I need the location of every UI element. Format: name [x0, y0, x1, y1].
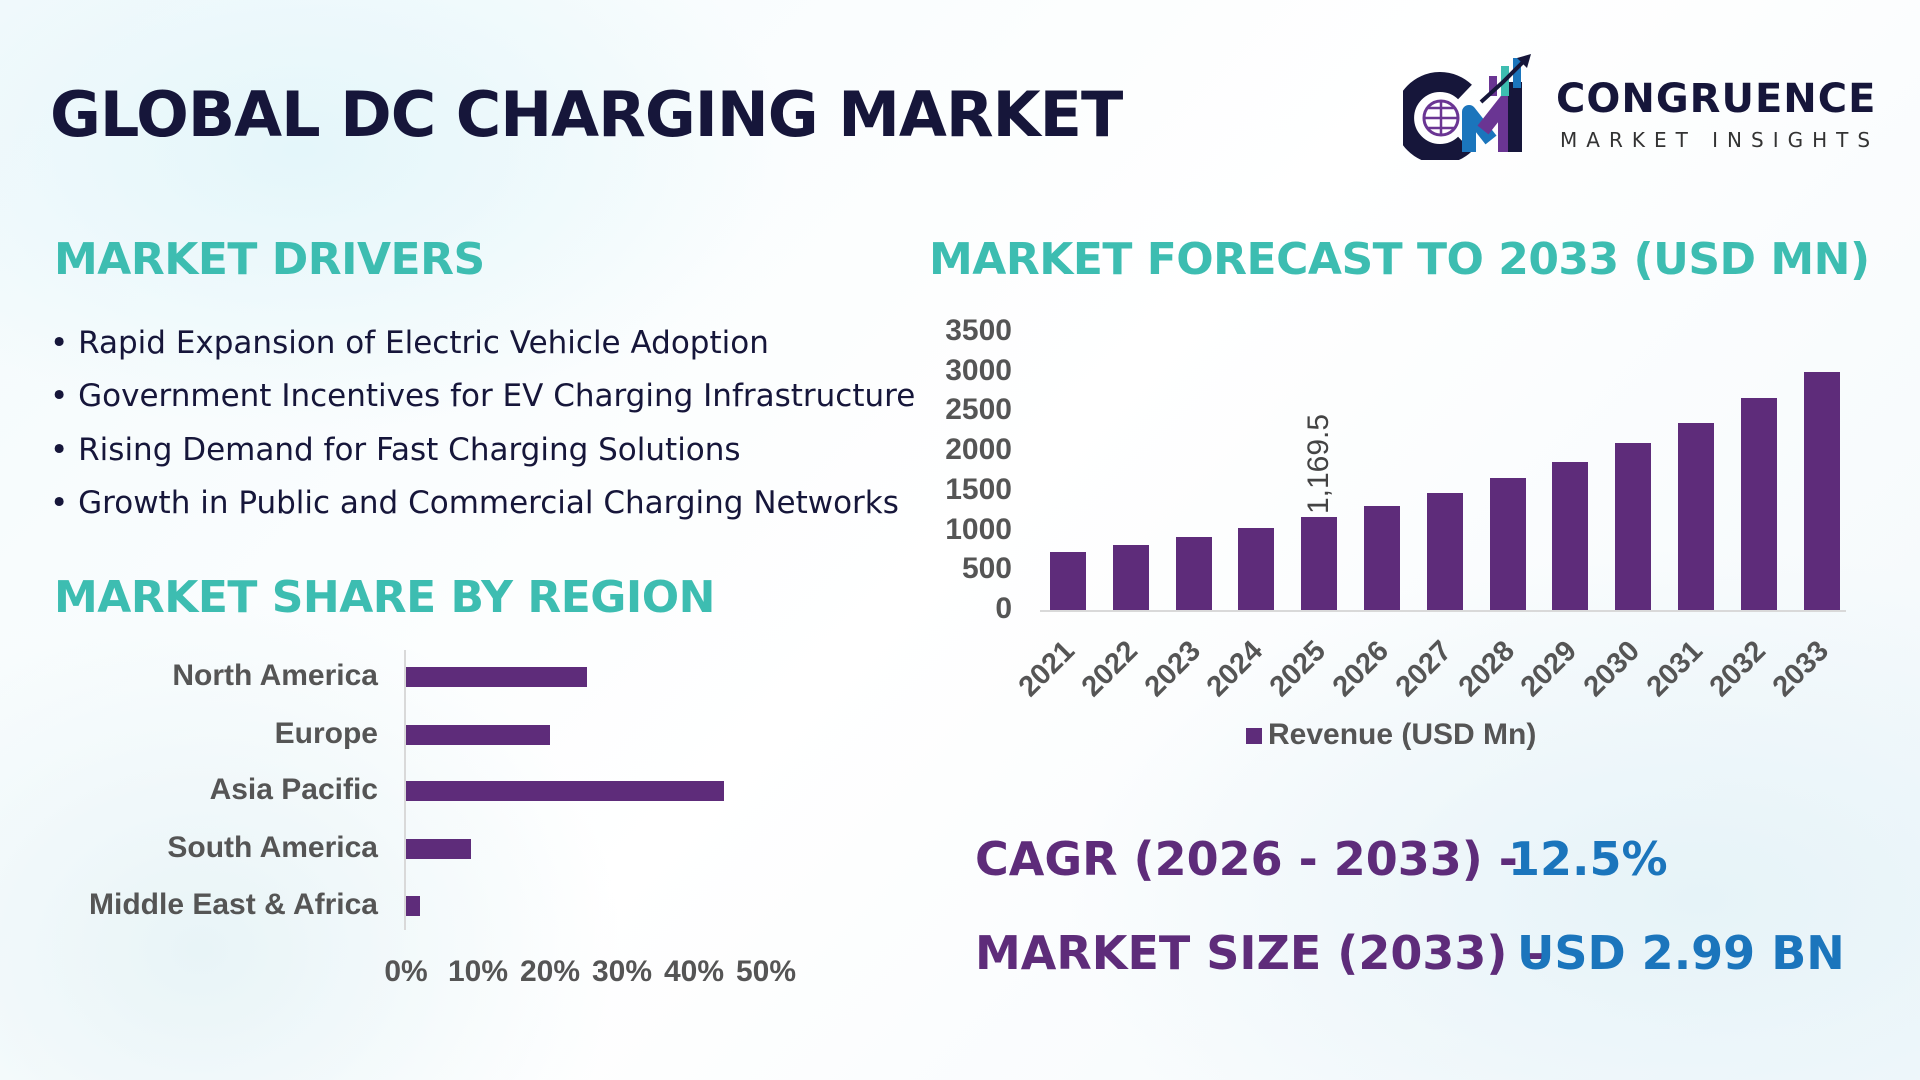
- x-tick-label: 2023: [1138, 634, 1207, 704]
- driver-item: • Rising Demand for Fast Charging Soluti…: [50, 432, 741, 468]
- region-label: Europe: [274, 717, 378, 750]
- y-tick-label: 500: [961, 552, 1012, 586]
- forecast-bar: [1238, 528, 1275, 610]
- driver-text: Growth in Public and Commercial Charging…: [78, 485, 899, 521]
- region-bar: [406, 896, 421, 916]
- forecast-bar: [1050, 552, 1086, 610]
- x-axis-line: [1040, 610, 1846, 612]
- forecast-legend: Revenue (USD Mn): [1246, 718, 1536, 752]
- forecast-bar: [1175, 537, 1212, 610]
- page-title: GLOBAL DC CHARGING MARKET: [50, 78, 1123, 151]
- forecast-bar: [1112, 545, 1149, 610]
- x-tick-label: 2030: [1577, 634, 1647, 704]
- legend-swatch: [1246, 728, 1262, 744]
- region-label: South America: [167, 831, 378, 864]
- region-heading: MARKET SHARE BY REGION: [54, 572, 716, 623]
- logo: CONGRUENCE MARKET INSIGHTS: [1403, 52, 1877, 160]
- forecast-bar: [1678, 422, 1714, 610]
- x-tick-label: 2024: [1201, 634, 1270, 704]
- forecast-heading: MARKET FORECAST TO 2033 (USD MN): [929, 234, 1870, 285]
- y-tick-label: 3500: [945, 314, 1012, 347]
- x-tick-label: 50%: [735, 955, 797, 988]
- x-tick-label: 2021: [1012, 634, 1081, 704]
- forecast-bar: [1301, 517, 1338, 610]
- driver-text: Rising Demand for Fast Charging Solution…: [78, 432, 741, 468]
- cagr-label: CAGR (2026 - 2033) -: [975, 832, 1518, 886]
- driver-item: • Government Incentives for EV Charging …: [50, 378, 916, 414]
- y-tick-label: 1500: [945, 472, 1012, 506]
- y-tick-label: 2000: [945, 433, 1012, 467]
- legend-label: Revenue (USD Mn): [1268, 718, 1537, 751]
- x-tick-label: 2025: [1263, 634, 1333, 704]
- x-tick-label: 2022: [1075, 634, 1144, 704]
- y-tick-label: 3000: [945, 353, 1012, 387]
- region-label: Asia Pacific: [209, 773, 378, 806]
- x-tick-label: 10%: [447, 955, 509, 988]
- y-tick-label: 1000: [945, 512, 1012, 546]
- forecast-bar: [1552, 461, 1589, 610]
- region-label: North America: [172, 659, 378, 692]
- x-tick-label: 2028: [1452, 634, 1521, 704]
- region-label: Middle East & Africa: [89, 888, 378, 921]
- x-tick-label: 30%: [591, 955, 653, 988]
- driver-item: • Growth in Public and Commercial Chargi…: [50, 485, 899, 521]
- y-axis-line: [404, 650, 406, 930]
- x-tick-label: 2027: [1389, 634, 1458, 704]
- driver-item: • Rapid Expansion of Electric Vehicle Ad…: [50, 325, 769, 361]
- forecast-bar: [1489, 477, 1526, 610]
- x-tick-label: 2032: [1703, 634, 1772, 704]
- data-label: 1,169.5: [1302, 414, 1336, 515]
- driver-text: Government Incentives for EV Charging In…: [78, 378, 916, 414]
- x-tick-label: 2033: [1766, 634, 1835, 704]
- region-bar: [406, 725, 551, 745]
- logo-mark-icon: [1403, 54, 1531, 160]
- region-bar: [406, 667, 587, 687]
- market-size-label: MARKET SIZE (2033) –: [975, 926, 1547, 980]
- forecast-bar: [1615, 443, 1652, 610]
- logo-name: CONGRUENCE: [1556, 76, 1877, 122]
- forecast-bar: [1426, 493, 1463, 610]
- region-bar: [406, 839, 471, 859]
- forecast-bar: [1803, 372, 1840, 610]
- x-tick-label: 2029: [1515, 634, 1584, 704]
- drivers-heading: MARKET DRIVERS: [54, 234, 485, 285]
- forecast-bar: [1364, 506, 1400, 610]
- x-tick-label: 20%: [519, 955, 581, 988]
- x-tick-label: 2031: [1640, 634, 1709, 704]
- driver-text: Rapid Expansion of Electric Vehicle Adop…: [78, 325, 769, 361]
- logo-tagline: MARKET INSIGHTS: [1560, 128, 1880, 152]
- y-tick-label: 2500: [945, 393, 1012, 427]
- region-bar: [406, 781, 724, 801]
- x-tick-label: 0%: [384, 955, 428, 988]
- x-tick-label: 2026: [1326, 634, 1395, 704]
- forecast-bar: [1740, 398, 1777, 610]
- market-size-value: USD 2.99 BN: [1517, 926, 1845, 980]
- y-tick-label: 0: [995, 592, 1012, 625]
- x-tick-label: 40%: [663, 955, 725, 988]
- cagr-value: 12.5%: [1508, 832, 1668, 886]
